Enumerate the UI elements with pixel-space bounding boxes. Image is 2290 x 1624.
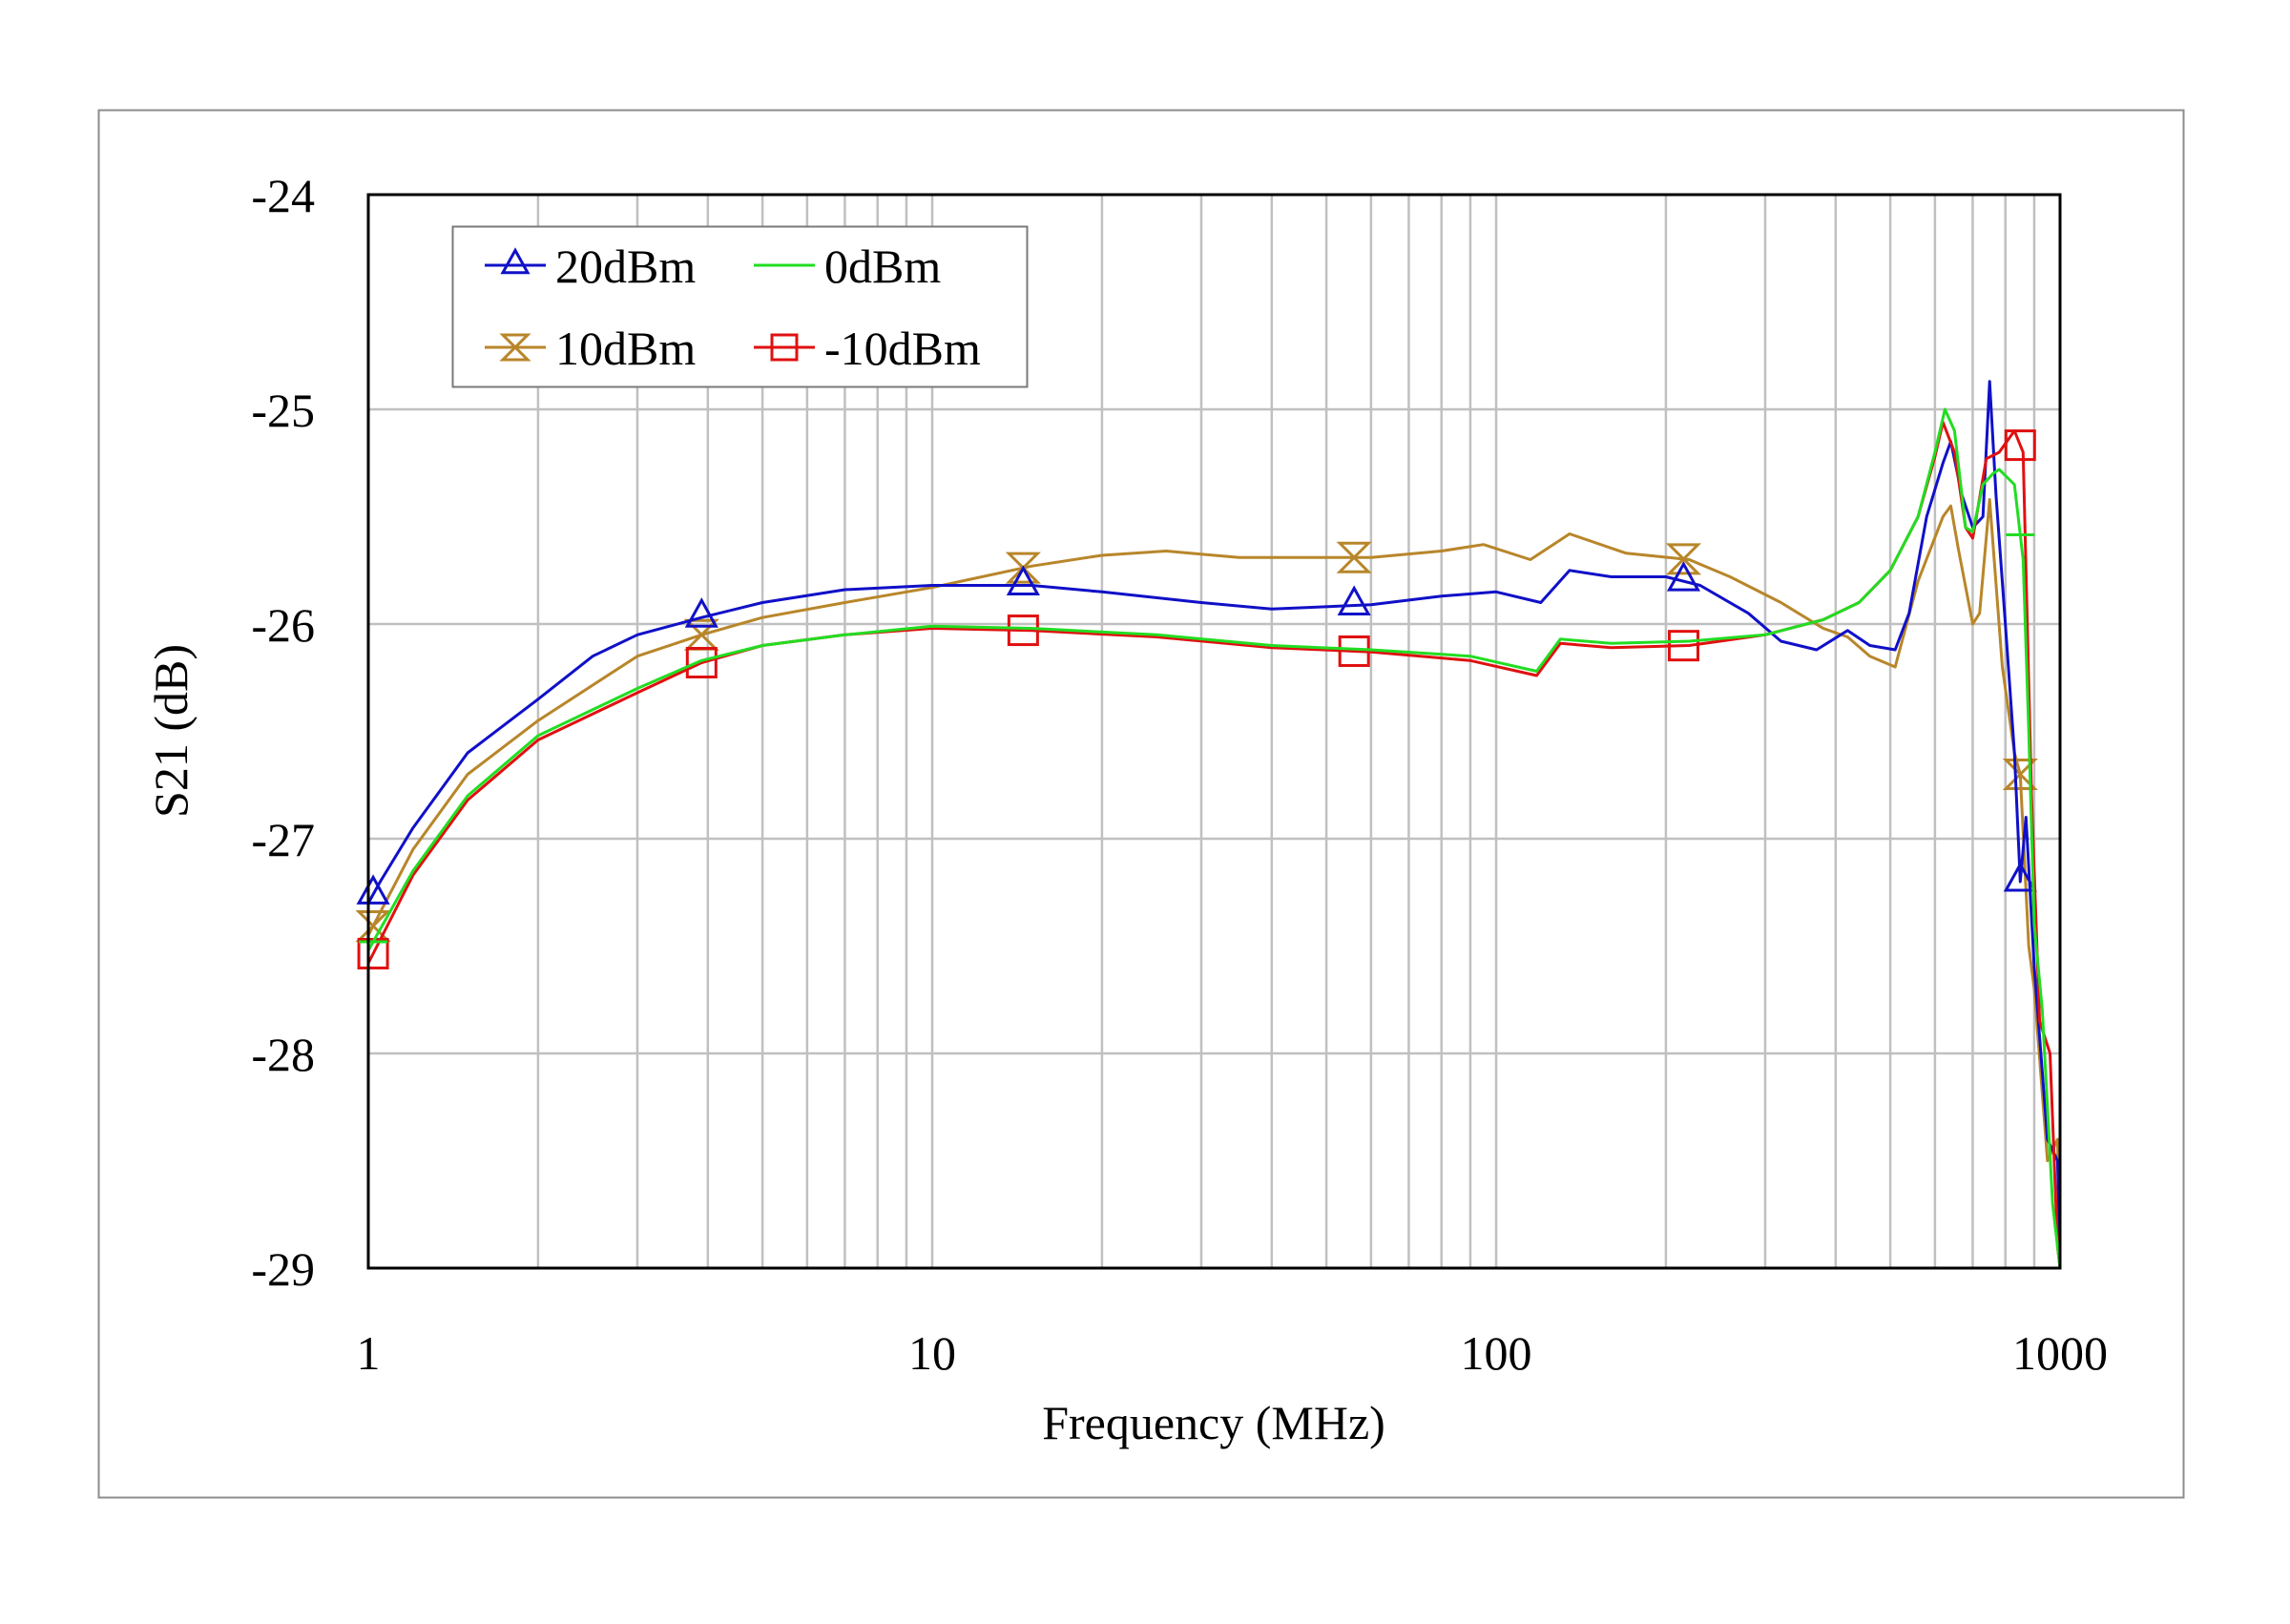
square-marker-icon: [685, 647, 718, 678]
series-line: [366, 407, 2062, 1269]
triangle-marker-icon: [1337, 585, 1371, 616]
legend-item: 20dBm: [485, 239, 696, 293]
triangle-marker-icon: [1006, 565, 1040, 595]
triangle-marker-icon: [356, 874, 390, 905]
series-0dbm: [359, 407, 2062, 1269]
y-tick-label: -26: [251, 598, 315, 652]
plot-area-border: [366, 193, 2062, 1270]
x-tick-label: 100: [1461, 1326, 1532, 1380]
y-tick-label: -28: [251, 1028, 315, 1081]
x-tick-label: 10: [908, 1326, 956, 1380]
triangle-marker-icon: [1666, 561, 1701, 592]
legend-box: [451, 225, 1029, 388]
y-tick-label: -25: [251, 384, 315, 437]
y-axis-title: S21 (dB): [144, 644, 198, 818]
square-marker-icon: [770, 333, 799, 362]
series-line: [366, 380, 2062, 1269]
y-axis-ticks: -24 -25 -26 -27 -28 -29: [251, 169, 315, 1296]
legend-label: -10dBm: [824, 322, 981, 375]
x-axis-ticks: 1 10 100 1000: [357, 1326, 2109, 1380]
legend-label: 20dBm: [555, 239, 696, 293]
y-tick-label: -24: [251, 169, 315, 222]
hourglass-marker-icon: [1336, 541, 1372, 573]
legend: 20dBm 0dBm 10dBm -10dBm: [451, 225, 1029, 388]
x-tick-label: 1000: [2012, 1326, 2108, 1380]
legend-item: -10dBm: [754, 322, 981, 375]
series-line: [366, 498, 2062, 1269]
square-marker-icon: [1667, 630, 1699, 662]
legend-label: 0dBm: [824, 239, 941, 293]
triangle-marker-icon: [2003, 861, 2037, 892]
triangle-marker-icon: [500, 247, 531, 275]
hourglass-marker-icon: [2002, 759, 2038, 790]
square-marker-icon: [1007, 614, 1039, 647]
square-marker-icon: [1338, 635, 1370, 667]
series-20dbm: [356, 380, 2062, 1269]
triangle-marker-icon: [684, 597, 718, 628]
x-tick-label: 1: [357, 1326, 381, 1380]
y-tick-label: -29: [251, 1242, 315, 1296]
legend-label: 10dBm: [555, 322, 696, 375]
outer-frame: [97, 109, 2185, 1499]
hourglass-marker-icon: [1005, 552, 1041, 584]
data-series: [355, 380, 2062, 1269]
hourglass-marker-icon: [499, 333, 531, 362]
square-marker-icon: [2004, 429, 2036, 462]
legend-item: 0dBm: [754, 239, 941, 293]
y-tick-label: -27: [251, 813, 315, 866]
x-axis-title: Frequency (MHz): [1042, 1396, 1385, 1449]
hourglass-marker-icon: [1665, 543, 1702, 575]
legend-item: 10dBm: [485, 322, 696, 375]
